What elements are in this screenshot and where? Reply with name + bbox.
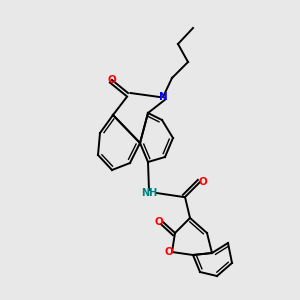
Text: NH: NH	[141, 188, 157, 198]
Text: O: O	[198, 177, 207, 187]
Text: O: O	[165, 247, 173, 257]
Text: N: N	[159, 92, 167, 102]
Text: O: O	[108, 75, 116, 85]
Text: O: O	[155, 217, 164, 227]
